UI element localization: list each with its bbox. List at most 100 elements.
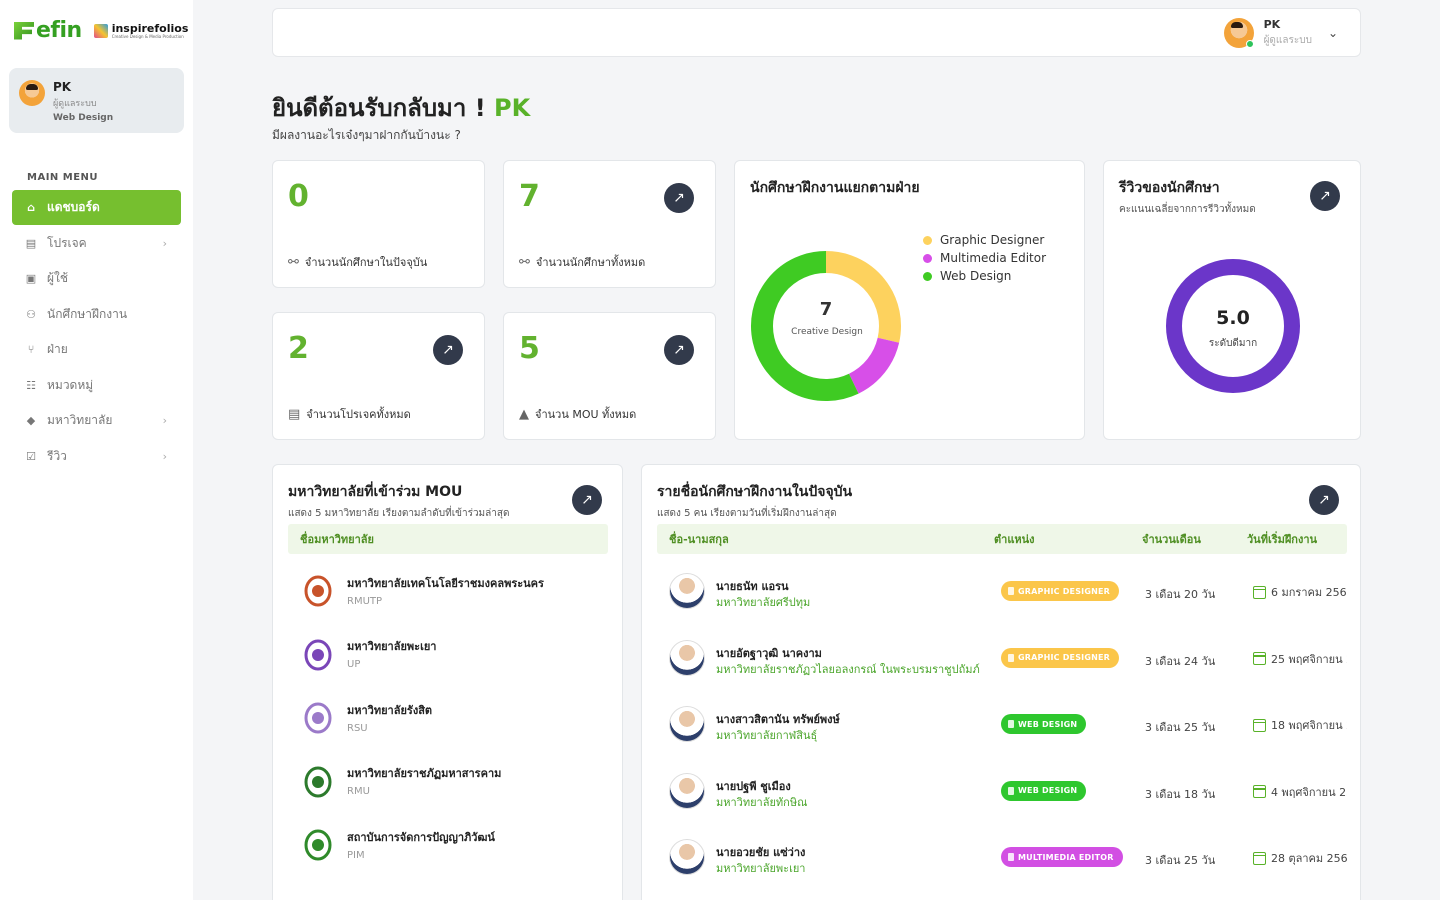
legend-item: Web Design <box>923 267 1046 285</box>
university-name: มหาวิทยาลัยรังสิต <box>347 703 433 717</box>
stat-label: จำนวนโปรเจคทั้งหมด <box>306 408 411 421</box>
inspirefolios-logo: inspirefolios Creative Design & Media Pr… <box>93 23 188 39</box>
efin-logo[interactable]: efin <box>14 18 82 43</box>
calendar-icon <box>1253 585 1266 599</box>
arrow-up-right-icon: ↗ <box>673 190 685 206</box>
stat-card-total-students: 7 ↗ ⚯ จำนวนนักศึกษาทั้งหมด <box>503 160 716 288</box>
list-item[interactable]: สถาบันการจัดการปัญญาภิวัฒน์ PIM <box>303 814 603 874</box>
calendar-icon <box>1253 718 1266 732</box>
chevron-down-icon[interactable]: ⌄ <box>1327 26 1338 40</box>
table-row[interactable]: นายปฐพี ชูเมือง มหาวิทยาลัยทักษิณ WEB DESI… <box>657 757 1347 823</box>
menu-title: MAIN MENU <box>27 172 99 183</box>
intern-months: 3 เดือน 25 วัน <box>1145 721 1216 734</box>
interns-card: รายชื่อนักศึกษาฝึกงานในปัจจุบัน แสดง 5 ค… <box>641 464 1361 900</box>
stat-label: จำนวน MOU ทั้งหมด <box>535 408 637 421</box>
review-score: 5.0 <box>1216 307 1250 329</box>
arrow-up-right-icon: ↗ <box>581 492 593 508</box>
chevron-right-icon: › <box>162 236 167 250</box>
intern-name: นายอวยชัย แซ่ว่าง <box>716 846 806 859</box>
table-row[interactable]: นายธนัท แอรน มหาวิทยาลัยศรีปทุม GRAPHIC DE… <box>657 557 1347 623</box>
sidebar-item-5[interactable]: ☷ หมวดหมู่ <box>12 368 181 403</box>
open-arrow-button[interactable]: ↗ <box>664 183 694 213</box>
sidebar-item-2[interactable]: ▣ ผู้ใช้ <box>12 261 181 296</box>
sidebar-item-0[interactable]: ⌂ แดชบอร์ด <box>12 190 181 225</box>
university-name: มหาวิทยาลัยเทคโนโลยีราชมงคลพระนคร <box>347 576 544 590</box>
project-icon: ▤ <box>288 406 301 422</box>
table-row[interactable]: นายอัตฐาวุฒิ นาคงาม มหาวิทยาลัยราชภัฏวไลย… <box>657 624 1347 690</box>
arrow-up-right-icon: ↗ <box>1319 188 1331 204</box>
legend-swatch <box>923 271 932 281</box>
list-item[interactable]: มหาวิทยาลัยราชภัฏมหาสารคาม RMU <box>303 751 603 811</box>
list-item[interactable]: มหาวิทยาลัยรังสิต RSU <box>303 687 603 747</box>
sidebar-item-label: รีวิว <box>47 448 67 463</box>
sidebar-item-7[interactable]: ☑ รีวิว › <box>12 439 181 474</box>
university-logo-icon <box>303 572 333 608</box>
open-arrow-button[interactable]: ↗ <box>664 335 694 365</box>
avatar <box>669 706 705 742</box>
mou-card: มหาวิทยาลัยที่เข้าร่วม MOU แสดง 5 มหาวิท… <box>272 464 623 900</box>
review-title: รีวิวของนักศึกษา <box>1119 180 1220 196</box>
profile-card[interactable]: PK ผู้ดูแลระบบ Web Design <box>9 68 184 133</box>
table-row[interactable]: นายอวยชัย แซ่ว่าง มหาวิทยาลัยพะเยา MULTIME… <box>657 823 1347 889</box>
university-name: มหาวิทยาลัยราชภัฏมหาสารคาม <box>347 767 502 780</box>
mou-table-header: ชื่อมหาวิทยาลัย <box>288 524 608 554</box>
donut-slice-graphic-designer[interactable] <box>825 251 901 343</box>
user-menu[interactable]: PK ผู้ดูแลระบบ ⌄ <box>1223 18 1338 48</box>
legend-label: Multimedia Editor <box>940 251 1047 265</box>
intern-months: 3 เดือน 18 วัน <box>1145 787 1216 801</box>
intern-name: นายอัตฐาวุฒิ นาคงาม <box>716 646 822 660</box>
university-abbr: RSU <box>347 722 368 734</box>
users-icon: ⚯ <box>288 254 299 270</box>
list-item[interactable]: มหาวิทยาลัยเทคโนโลยีราชมงคลพระนคร RMUTP <box>303 560 603 620</box>
chevron-right-icon: › <box>162 414 167 427</box>
profile-name: PK <box>53 80 72 94</box>
inspirefolios-mark-icon <box>93 23 108 38</box>
document-icon <box>1008 786 1014 795</box>
table-row[interactable]: นางสาวสิตานัน ทรัพย์พงษ์ มหาวิทยาลัยกาฬสิ… <box>657 690 1347 756</box>
sidebar-item-1[interactable]: ▤ โปรเจค › <box>12 226 181 261</box>
col-position: ตำแหน่ง <box>994 533 1035 546</box>
intern-university: มหาวิทยาลัยพะเยา <box>716 862 806 875</box>
intern-months: 3 เดือน 24 วัน <box>1145 654 1216 668</box>
arrow-up-right-icon: ↗ <box>1318 492 1330 508</box>
sidebar-item-label: หมวดหมู่ <box>47 377 94 392</box>
sidebar-item-3[interactable]: ⚇ นักศึกษาฝึกงาน <box>12 297 181 332</box>
sidebar-item-label: มหาวิทยาลัย <box>47 413 113 427</box>
sidebar-item-4[interactable]: ⑂ ฝ่าย <box>12 332 181 367</box>
donut-slice-web-design[interactable] <box>751 251 859 401</box>
university-abbr: RMUTP <box>347 595 383 607</box>
stat-value: 2 <box>288 331 309 366</box>
efin-mark-icon <box>14 21 34 40</box>
col-name: ชื่อ-นามสกุล <box>669 533 729 546</box>
status-badge: WEB DESIGN <box>1001 780 1087 801</box>
intern-start-date: 18 พฤศจิกายน 2567 <box>1253 716 1347 734</box>
open-arrow-button[interactable]: ↗ <box>433 335 463 365</box>
sidebar-item-6[interactable]: ◆ มหาวิทยาลัย › <box>12 403 181 438</box>
university-abbr: UP <box>347 659 361 670</box>
start-date-text: 28 ตุลาคม 2567 <box>1271 852 1347 865</box>
open-arrow-button[interactable]: ↗ <box>572 485 602 515</box>
mou-subtitle: แสดง 5 มหาวิทยาลัย เรียงตามลำดับที่เข้าร… <box>288 508 510 519</box>
open-arrow-button[interactable]: ↗ <box>1309 485 1339 515</box>
calendar-icon <box>1253 851 1266 865</box>
intern-name: นายปฐพี ชูเมือง <box>716 779 791 793</box>
legend-label: Web Design <box>940 269 1012 283</box>
legend-swatch <box>923 253 932 263</box>
start-date-text: 4 พฤศจิกายน 2567 <box>1271 785 1347 799</box>
sidebar-item-label: โปรเจค <box>47 235 87 250</box>
col-start: วันที่เริ่มฝึกงาน <box>1247 533 1318 546</box>
legend-swatch <box>923 235 932 245</box>
logo-row: efin inspirefolios Creative Design & Med… <box>14 18 188 43</box>
open-arrow-button[interactable]: ↗ <box>1310 181 1340 211</box>
topbar: PK ผู้ดูแลระบบ ⌄ <box>272 8 1361 57</box>
arrow-up-right-icon: ↗ <box>442 342 454 358</box>
category-icon: ☷ <box>26 378 36 392</box>
donut-slice-multimedia-editor[interactable] <box>848 337 900 394</box>
topbar-user-name: PK <box>1263 18 1281 31</box>
stat-card-current-students: 0 ⚯ จำนวนนักศึกษาในปัจจุบัน <box>272 160 485 288</box>
list-item[interactable]: มหาวิทยาลัยพะเยา UP <box>303 624 603 684</box>
university-logo-icon <box>303 636 333 672</box>
stat-label: จำนวนนักศึกษาในปัจจุบัน <box>304 256 428 269</box>
avatar <box>669 639 705 676</box>
document-icon <box>1008 587 1014 595</box>
